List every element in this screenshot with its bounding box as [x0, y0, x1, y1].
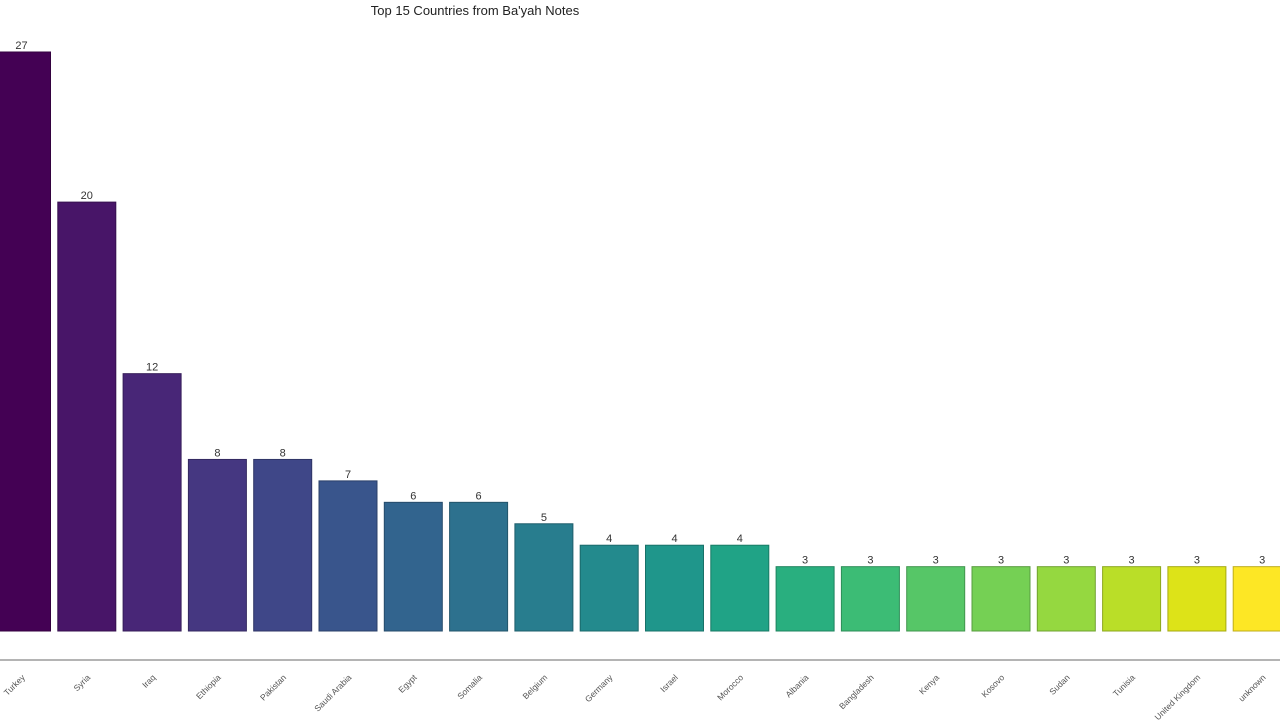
- bar: [906, 566, 966, 632]
- bar: [1036, 566, 1096, 632]
- value-label: 3: [998, 555, 1004, 567]
- value-label: 27: [15, 40, 27, 52]
- x-tick-label: Ethiopia: [194, 672, 223, 701]
- bar: [1232, 566, 1280, 632]
- value-label: 12: [146, 362, 158, 374]
- bar: [971, 566, 1031, 632]
- bar: [775, 566, 835, 632]
- x-tick-label: Kenya: [917, 672, 941, 696]
- value-label: 3: [1259, 555, 1265, 567]
- x-tick-label: Pakistan: [258, 672, 288, 702]
- x-tick-label: Albania: [783, 672, 810, 699]
- value-label: 8: [214, 447, 220, 459]
- x-tick-label: unknown: [1236, 672, 1267, 703]
- bar: [1102, 566, 1162, 632]
- x-tick-label: Sudan: [1047, 672, 1072, 697]
- x-tick-label: Syria: [71, 672, 92, 693]
- bar: [514, 523, 574, 632]
- x-tick-label: Turkey: [2, 672, 28, 698]
- bar: [449, 501, 509, 632]
- bar: [1167, 566, 1227, 632]
- bar: [383, 501, 443, 632]
- value-label: 3: [1129, 555, 1135, 567]
- value-label: 8: [280, 447, 286, 459]
- x-tick-label: Belgium: [521, 672, 550, 701]
- value-label: 3: [1063, 555, 1069, 567]
- bar: [840, 566, 900, 632]
- value-label: 7: [345, 469, 351, 481]
- value-label: 5: [541, 512, 547, 524]
- value-label: 3: [1194, 555, 1200, 567]
- x-tick-label: Tunisia: [1111, 672, 1137, 698]
- value-label: 20: [81, 190, 93, 202]
- value-label: 4: [737, 533, 743, 545]
- x-tick-label: Bangladesh: [837, 672, 876, 711]
- value-label: 3: [933, 555, 939, 567]
- value-label: 6: [476, 490, 482, 502]
- value-label: 4: [606, 533, 612, 545]
- value-label: 4: [671, 533, 677, 545]
- x-tick-label: Kosovo: [979, 672, 1006, 699]
- bar: [0, 51, 51, 632]
- x-tick-label: Morocco: [715, 672, 745, 702]
- bar: [579, 544, 639, 632]
- x-tick-label: Saudi Arabia: [312, 672, 353, 713]
- x-tick-label: Iraq: [140, 672, 158, 690]
- bar: [645, 544, 704, 632]
- bar: [253, 458, 313, 632]
- value-label: 3: [867, 555, 873, 567]
- value-label: 3: [802, 555, 808, 567]
- bar: [57, 201, 117, 632]
- bar: [318, 480, 378, 632]
- bar: [187, 458, 247, 632]
- bar: [710, 544, 770, 632]
- x-tick-label: Somalia: [455, 672, 484, 701]
- chart-title: Top 15 Countries from Ba'yah Notes: [371, 3, 580, 18]
- x-tick-label: Egypt: [396, 672, 419, 695]
- x-tick-label: Germany: [583, 672, 615, 704]
- x-tick-label: Israel: [658, 672, 680, 694]
- value-label: 6: [410, 490, 416, 502]
- x-tick-label: United Kingdom: [1152, 672, 1202, 720]
- bar: [122, 373, 182, 632]
